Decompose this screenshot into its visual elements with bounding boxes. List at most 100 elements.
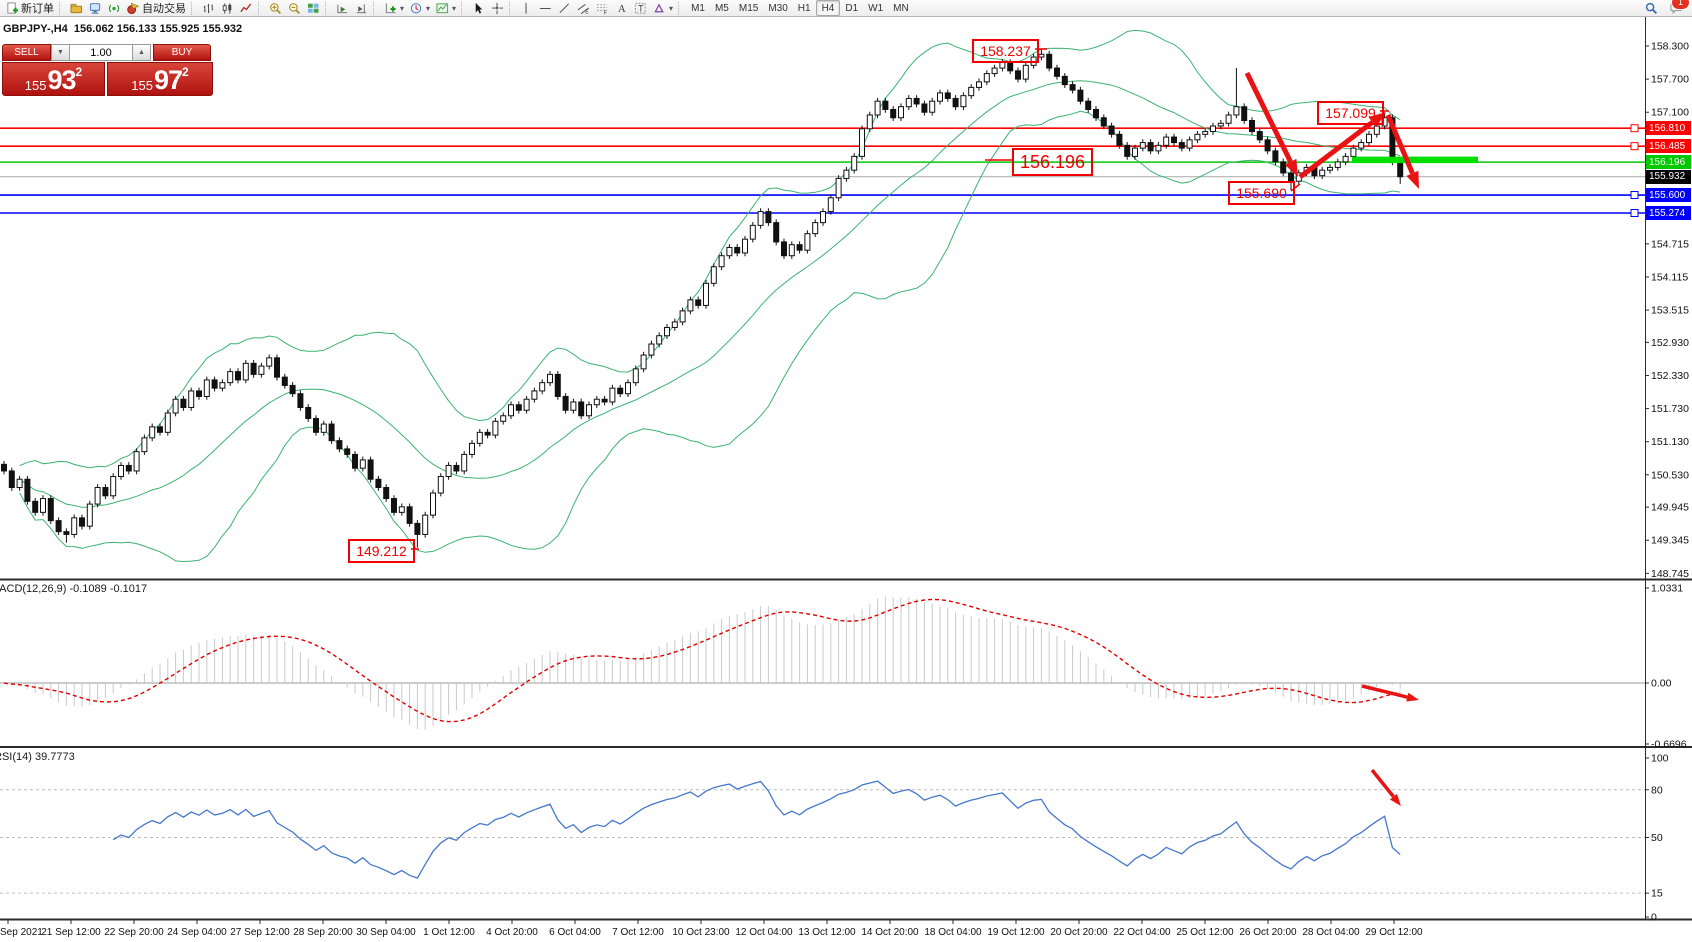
chart-shift-icon: [356, 3, 367, 13]
candle-body: [788, 244, 795, 257]
shapes-button[interactable]: ▾: [650, 1, 676, 16]
trend-arrow[interactable]: [1385, 114, 1415, 175]
one-click-trading-widget: SELL ▼ ▲ BUY 155 93 2 155 97 2: [2, 44, 214, 96]
crosshair-button[interactable]: [488, 1, 507, 16]
candle-body: [1366, 133, 1372, 144]
candle-body: [242, 362, 249, 381]
timeframe-button-m1[interactable]: M1: [691, 2, 705, 14]
trend-arrow-head: [1389, 793, 1401, 806]
zoom-in-button[interactable]: [266, 1, 285, 16]
macd-axis-tick: 0.00: [1651, 678, 1672, 690]
line-handle[interactable]: [1630, 124, 1639, 133]
price-annotation-156.196[interactable]: 156.196: [1012, 148, 1093, 176]
candle-body: [1139, 142, 1146, 149]
autotrading-button[interactable]: 自动交易: [124, 1, 189, 16]
sell-button[interactable]: SELL: [2, 44, 51, 61]
timeframe-button-h4[interactable]: H4: [815, 0, 841, 16]
candle-body: [219, 382, 226, 389]
timeframe-button-h1[interactable]: H1: [797, 2, 811, 14]
search-button[interactable]: [1642, 1, 1661, 16]
timeframe-button-mn[interactable]: MN: [893, 2, 909, 14]
timeframe-button-m15[interactable]: M15: [738, 2, 759, 14]
channel-button[interactable]: E: [574, 1, 593, 16]
new-order-button[interactable]: 新订单: [3, 1, 57, 16]
candle-body: [710, 266, 717, 284]
templates-icon: [436, 2, 449, 13]
candle-body: [991, 67, 998, 75]
candle-body: [1241, 106, 1248, 122]
volume-input[interactable]: [70, 44, 132, 61]
text-button[interactable]: A: [612, 1, 631, 16]
level-price-badge: 156.196: [1646, 155, 1691, 170]
auto-scroll-button[interactable]: [333, 1, 352, 16]
timeframe-button-w1[interactable]: W1: [868, 2, 884, 14]
tile-windows-button[interactable]: [304, 1, 323, 16]
market-watch-button[interactable]: [67, 1, 86, 16]
cursor-button[interactable]: [469, 1, 488, 16]
candle-body: [1256, 131, 1263, 141]
price-axis-tick: 149.345: [1651, 535, 1689, 547]
vertical-line-button[interactable]: [517, 1, 536, 16]
fibonacci-button[interactable]: F: [593, 1, 612, 16]
templates-button[interactable]: ▾: [433, 1, 459, 16]
candle-body: [149, 426, 156, 439]
candle-body: [1116, 133, 1123, 146]
trend-arrow[interactable]: [1370, 768, 1395, 798]
candle-body: [430, 492, 436, 516]
price-axis-tick: 153.515: [1651, 305, 1689, 317]
timeframe-button-m5[interactable]: M5: [714, 2, 729, 14]
candle-body: [1264, 139, 1271, 152]
volume-decrease-button[interactable]: ▼: [51, 44, 70, 61]
trend-arrow[interactable]: [1361, 684, 1408, 699]
toolbar-separator: [461, 1, 467, 15]
chevron-down-icon: ▾: [426, 3, 431, 13]
chart-shift-button[interactable]: [352, 1, 371, 16]
candle-body: [632, 368, 639, 384]
line-handle[interactable]: [1630, 142, 1639, 151]
zoom-out-button[interactable]: [285, 1, 304, 16]
line-handle[interactable]: [1630, 191, 1639, 200]
candle-body: [578, 401, 585, 417]
trendline-button[interactable]: [555, 1, 574, 16]
sell-price-display[interactable]: 155 93 2: [2, 62, 105, 96]
label-button[interactable]: T: [631, 1, 650, 16]
buy-price-display[interactable]: 155 97 2: [107, 62, 213, 96]
line-handle[interactable]: [1630, 209, 1639, 218]
buy-button[interactable]: BUY: [153, 44, 211, 61]
level-price-badge: 155.274: [1646, 206, 1691, 220]
line-chart-button[interactable]: [237, 1, 256, 16]
date-axis-label: 7 Oct 12:00: [612, 927, 664, 938]
date-axis-label: 14 Oct 20:00: [861, 927, 919, 938]
candle-body: [562, 395, 569, 411]
text-icon: A: [618, 3, 626, 15]
navigator-button[interactable]: [86, 1, 105, 16]
price-annotation-158.237[interactable]: 158.237: [972, 39, 1039, 63]
trend-arrow[interactable]: [1298, 120, 1374, 179]
bar-chart-icon: [203, 3, 214, 13]
signals-button[interactable]: [105, 1, 124, 16]
candle-body: [609, 387, 616, 403]
candle-body: [172, 398, 179, 414]
trend-arrow[interactable]: [1244, 71, 1293, 163]
indicators-button[interactable]: ▾: [381, 1, 407, 16]
price-annotation-157.099[interactable]: 157.099: [1317, 101, 1384, 125]
bar-chart-button[interactable]: [199, 1, 218, 16]
candle-body: [726, 246, 733, 257]
date-axis-label: 6 Oct 04:00: [549, 927, 601, 938]
price-annotation-149.212[interactable]: 149.212: [348, 539, 415, 563]
timeframe-button-d1[interactable]: D1: [845, 2, 859, 14]
price-annotation-155.690[interactable]: 155.690: [1228, 181, 1295, 205]
trendline-icon: [559, 3, 570, 13]
volume-increase-button[interactable]: ▲: [132, 44, 151, 61]
notifications-button[interactable]: 1: [1667, 0, 1690, 16]
support-highlight-bar[interactable]: [1352, 156, 1478, 164]
candle-chart-button[interactable]: [218, 1, 237, 16]
candle-body: [453, 464, 460, 472]
horizontal-line-button[interactable]: [536, 1, 555, 16]
periods-button[interactable]: ▾: [407, 1, 433, 16]
price-axis-tick: 149.945: [1651, 502, 1689, 514]
candle-body: [539, 382, 546, 392]
timeframe-button-m30[interactable]: M30: [768, 2, 788, 14]
